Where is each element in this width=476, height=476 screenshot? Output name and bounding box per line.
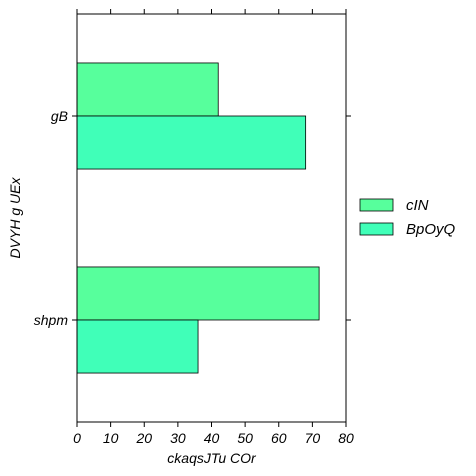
x-tick-label: 80 bbox=[338, 430, 354, 446]
x-tick-label: 60 bbox=[271, 430, 287, 446]
x-tick-label: 0 bbox=[73, 430, 81, 446]
legend-label-cIN: cIN bbox=[406, 197, 429, 214]
bar-cIN-gB bbox=[76, 62, 219, 117]
x-tick-labels: 0 10 20 30 40 50 60 70 80 bbox=[73, 430, 354, 446]
legend: cIN BpOyQ bbox=[359, 197, 456, 238]
y-tick-labels: gB shpm bbox=[34, 108, 69, 328]
y-tick-label: shpm bbox=[34, 312, 69, 328]
bar-BpOyQ-shpm bbox=[76, 319, 199, 374]
legend-label-BpOyQ: BpOyQ bbox=[406, 221, 456, 238]
bars-layer bbox=[76, 62, 320, 374]
legend-swatch-cIN bbox=[359, 198, 394, 212]
x-axis-label: ckaqsJTu COr bbox=[167, 450, 257, 466]
x-tick-label: 10 bbox=[103, 430, 119, 446]
x-tick-label: 50 bbox=[237, 430, 253, 446]
legend-swatch-BpOyQ bbox=[359, 222, 394, 236]
y-axis-label: DVYH g UEx bbox=[7, 177, 23, 259]
x-tick-label: 70 bbox=[305, 430, 321, 446]
x-tick-label: 20 bbox=[135, 430, 152, 446]
bar-BpOyQ-gB bbox=[76, 115, 307, 170]
x-tick-label: 40 bbox=[204, 430, 220, 446]
bar-cIN-shpm bbox=[76, 266, 320, 321]
ticks-layer bbox=[72, 9, 351, 427]
y-tick-label: gB bbox=[51, 108, 68, 124]
x-tick-label: 30 bbox=[170, 430, 186, 446]
